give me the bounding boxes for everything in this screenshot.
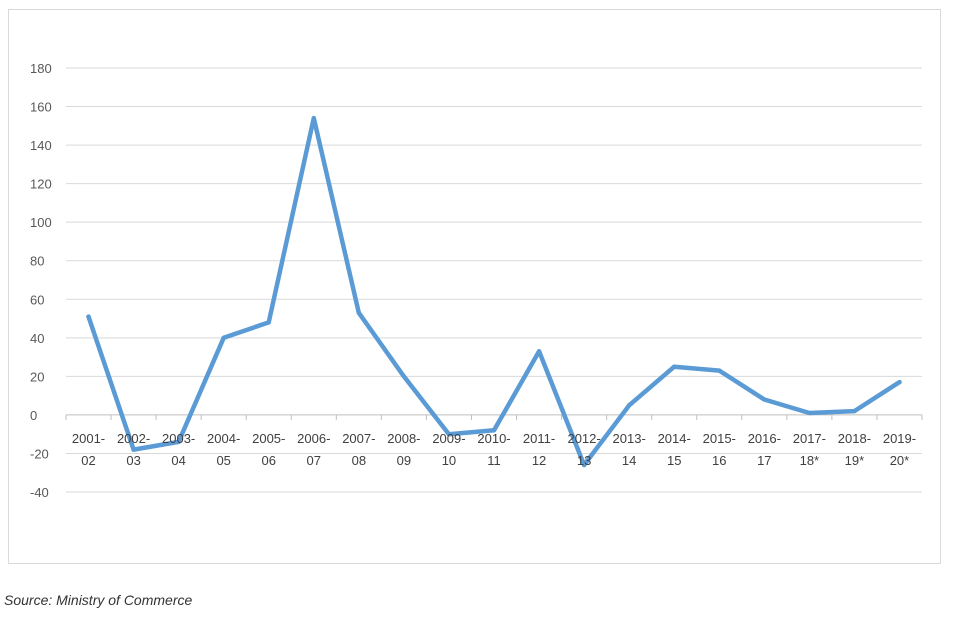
data-point: [176, 439, 181, 445]
x-tick-label: 2019-: [883, 431, 916, 446]
y-tick-label: 80: [30, 254, 44, 269]
x-tick-label: 11: [487, 453, 501, 468]
x-tick-label: 2018-: [838, 431, 871, 446]
x-tick-label: 13: [577, 453, 591, 468]
x-tick-label: 10: [442, 453, 456, 468]
y-tick-label: 140: [30, 138, 52, 153]
y-tick-label: -40: [30, 485, 49, 500]
data-point: [807, 410, 812, 416]
x-tick-label: 03: [126, 453, 140, 468]
x-tick-label: 17: [757, 453, 771, 468]
data-point: [221, 335, 226, 341]
x-tick-label: 09: [397, 453, 411, 468]
y-tick-label: 100: [30, 215, 52, 230]
y-tick-label: 20: [30, 369, 44, 384]
x-tick-label: 12: [532, 453, 546, 468]
y-tick-label: 120: [30, 177, 52, 192]
y-tick-label: 0: [30, 408, 37, 423]
series-line: [86, 115, 902, 468]
data-point: [356, 310, 362, 315]
data-point: [311, 115, 316, 121]
data-point: [897, 379, 902, 385]
data-point: [266, 320, 271, 325]
x-tick-label: 2013-: [613, 431, 646, 446]
data-point: [626, 403, 632, 408]
x-tick-label: 2004-: [207, 431, 240, 446]
x-tick-label: 2008-: [387, 431, 420, 446]
data-point: [717, 368, 722, 373]
data-point: [446, 431, 452, 437]
x-tick-label: 20*: [890, 453, 910, 468]
x-tick-label: 19*: [845, 453, 865, 468]
x-tick-label: 2012-: [567, 431, 600, 446]
x-tick-label: 2007-: [342, 431, 375, 446]
x-tick-label: 2014-: [658, 431, 691, 446]
y-tick-label: -20: [30, 446, 49, 461]
data-point: [852, 408, 857, 414]
x-tick-label: 16: [712, 453, 726, 468]
x-tick-label: 2015-: [703, 431, 736, 446]
x-tick-label: 14: [622, 453, 636, 468]
x-tick-label: 18*: [800, 453, 820, 468]
data-point: [581, 462, 587, 468]
data-point: [401, 374, 407, 379]
data-point: [672, 364, 677, 369]
x-tick-label: 2010-: [477, 431, 510, 446]
source-note: Source: Ministry of Commerce: [4, 592, 193, 608]
x-tick-label: 2003-: [162, 431, 195, 446]
data-point: [131, 447, 136, 452]
chart-frame: [8, 9, 941, 564]
x-tick-label: 07: [307, 453, 321, 468]
x-tick-label: 08: [352, 453, 366, 468]
x-tick-label: 06: [262, 453, 276, 468]
x-tick-label: 2011-: [523, 431, 555, 446]
x-tick-label: 04: [171, 453, 185, 468]
x-tick-label: 2009-: [432, 431, 465, 446]
x-tick-label: 2016-: [748, 431, 781, 446]
data-point: [86, 314, 91, 319]
y-tick-label: 160: [30, 100, 52, 115]
x-tick-label: 05: [216, 453, 230, 468]
y-tick-label: 180: [30, 61, 52, 76]
x-tick-label: 15: [667, 453, 681, 468]
x-tick-label: 2002-: [117, 431, 150, 446]
data-point: [491, 428, 497, 433]
y-tick-label: 60: [30, 292, 44, 307]
y-tick-label: 40: [30, 331, 44, 346]
x-tick-label: 2005-: [252, 431, 285, 446]
data-point: [762, 397, 767, 402]
x-tick-label: 02: [81, 453, 95, 468]
data-point: [536, 349, 542, 354]
x-tick-label: 2006-: [297, 431, 330, 446]
x-tick-label: 2001-: [72, 431, 105, 446]
x-tick-label: 2017-: [793, 431, 826, 446]
